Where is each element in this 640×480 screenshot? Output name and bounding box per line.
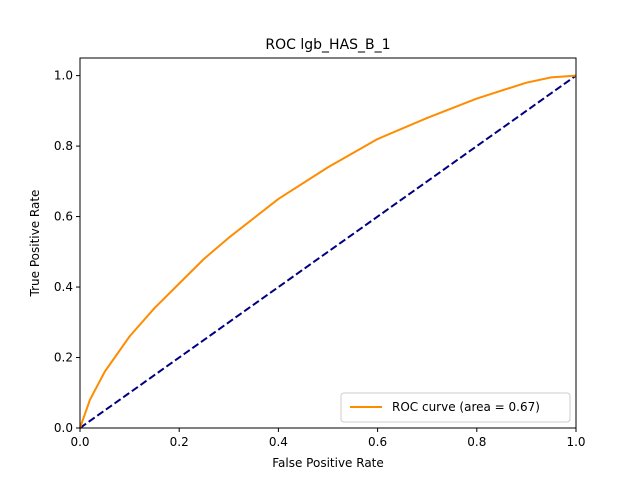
x-tick-label: 0.8 xyxy=(467,435,486,449)
legend-box xyxy=(340,392,571,423)
axes-frame xyxy=(79,57,577,429)
y-tick-label: 1.0 xyxy=(54,69,73,83)
x-tick-label: 1.0 xyxy=(566,435,585,449)
x-axis-ticks: 0.0 0.2 0.4 0.6 0.8 1.0 xyxy=(70,428,586,449)
y-tick-label: 0.0 xyxy=(54,421,73,435)
y-tick-label: 0.8 xyxy=(54,139,73,153)
legend: ROC curve (area = 0.67) xyxy=(340,392,571,423)
plot-area: 0.0 0.2 0.4 0.6 0.8 1.0 0.0 0.2 0.4 0.6 0.8 1.0 xyxy=(54,57,586,449)
legend-roc-label: ROC curve (area = 0.67) xyxy=(392,400,540,414)
series-layer xyxy=(79,74,577,429)
x-tick-label: 0.6 xyxy=(368,435,387,449)
y-tick-label: 0.6 xyxy=(54,210,73,224)
y-tick-label: 0.2 xyxy=(54,351,73,365)
y-tick-label: 0.4 xyxy=(54,280,73,294)
y-axis-ticks: 0.0 0.2 0.4 0.6 0.8 1.0 xyxy=(54,69,80,435)
y-axis-label: True Positive Rate xyxy=(28,190,42,298)
x-axis-label: False Positive Rate xyxy=(272,456,384,470)
x-tick-label: 0.4 xyxy=(269,435,288,449)
chance-diagonal-line xyxy=(79,74,577,429)
roc-curve-line xyxy=(79,74,577,429)
chart-title: ROC lgb_HAS_B_1 xyxy=(265,37,390,53)
x-tick-label: 0.2 xyxy=(170,435,189,449)
x-tick-label: 0.0 xyxy=(70,435,89,449)
